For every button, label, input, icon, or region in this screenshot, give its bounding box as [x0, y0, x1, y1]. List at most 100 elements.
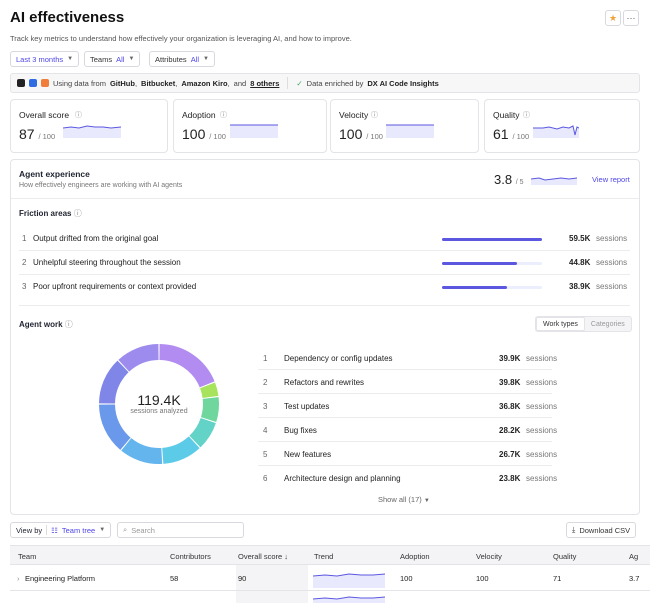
friction-bar: [442, 262, 542, 265]
donut-segments: [99, 344, 219, 464]
divider: [258, 465, 552, 466]
tree-icon: ☷: [51, 525, 58, 535]
sort-desc-icon: ↓: [284, 552, 289, 561]
info-icon: ⓘ: [73, 209, 82, 218]
adoption-sparkline: [230, 124, 278, 138]
agent-work-donut: [99, 344, 219, 464]
quality-sparkline: [533, 125, 579, 138]
trend-sparkline: [313, 573, 385, 588]
bitbucket-icon: [29, 79, 37, 87]
search-icon: ⌕: [123, 525, 128, 534]
divider: [11, 198, 639, 199]
expand-chevron-icon[interactable]: ›: [17, 574, 20, 583]
col-ag[interactable]: Ag: [629, 552, 639, 561]
work-type-row[interactable]: 4 Bug fixes 28.2K sessions: [263, 426, 558, 435]
star-icon: ★: [608, 12, 618, 23]
other-sources-link[interactable]: 8 others: [250, 78, 280, 88]
chevron-down-icon: ▼: [67, 56, 74, 62]
kiro-icon: [41, 79, 49, 87]
donut-segment[interactable]: [189, 417, 216, 448]
more-button[interactable]: ···: [623, 10, 639, 26]
work-type-row[interactable]: 2 Refactors and rewrites 39.8K sessions: [263, 378, 558, 387]
metric-card-velocity[interactable]: Velocity ⓘ 100 / 100: [330, 99, 479, 153]
col-contributors[interactable]: Contributors: [170, 552, 211, 561]
donut-total: 119.4K: [137, 392, 181, 408]
work-type-row[interactable]: 6 Architecture design and planning 23.8K se…: [263, 474, 558, 483]
col-adoption[interactable]: Adoption: [400, 552, 430, 561]
show-all-button[interactable]: Show all (17) ▼: [378, 495, 430, 504]
chevron-down-icon: ▼: [203, 56, 209, 62]
donut-segment[interactable]: [159, 344, 215, 388]
donut-segment[interactable]: [200, 397, 219, 422]
table-header: Team Contributors Overall score ↓ Trend …: [10, 545, 650, 565]
download-icon: ⤓: [572, 525, 576, 534]
divider: [258, 417, 552, 418]
col-overall-score[interactable]: Overall score ↓: [238, 552, 289, 561]
info-icon: ⓘ: [371, 112, 378, 119]
info-icon: ⓘ: [523, 112, 530, 119]
more-icon: ···: [626, 13, 636, 23]
divider: [287, 77, 289, 89]
info-icon: ⓘ: [75, 112, 82, 119]
metric-card-adoption[interactable]: Adoption ⓘ 100 / 100: [173, 99, 327, 153]
friction-bar: [442, 286, 542, 289]
donut-segment[interactable]: [121, 437, 163, 464]
attributes-filter[interactable]: Attributes All ▼: [149, 51, 215, 67]
divider: [19, 250, 630, 251]
friction-row[interactable]: 3 Poor upfront requirements or context pr…: [22, 282, 628, 291]
chevron-down-icon: ▼: [128, 56, 135, 62]
friction-row[interactable]: 2 Unhelpful steering throughout the sessi…: [22, 258, 628, 267]
col-quality[interactable]: Quality: [553, 552, 577, 561]
chevron-down-icon: ▼: [99, 527, 106, 533]
donut-segment[interactable]: [199, 382, 219, 399]
friction-bar: [442, 238, 542, 241]
divider: [258, 393, 552, 394]
page-subtitle: Track key metrics to understand how effe…: [10, 34, 352, 43]
search-input[interactable]: ⌕ Search: [117, 522, 244, 538]
agent-experience-sparkline: [531, 177, 577, 185]
agent-experience-score: 3.8 / 5: [494, 172, 524, 187]
tab-work-types[interactable]: Work types: [536, 317, 585, 331]
agent-experience-title: Agent experience: [19, 169, 90, 179]
view-by-select[interactable]: View by ☷ Team tree ▼: [10, 522, 112, 538]
divider: [19, 274, 630, 275]
chevron-down-icon: ▼: [423, 498, 430, 504]
friction-title: Friction areas ⓘ: [19, 209, 82, 218]
info-icon: ⓘ: [220, 112, 227, 119]
donut-segment[interactable]: [99, 404, 131, 450]
donut-segment[interactable]: [118, 344, 159, 372]
info-icon: ⓘ: [64, 320, 73, 329]
divider: [19, 305, 630, 306]
divider: [258, 369, 552, 370]
sorted-column-shade: [236, 565, 308, 603]
donut-total-label: sessions analyzed: [130, 408, 188, 415]
table-row[interactable]: › Engineering Platform 58 90 100 100 71 …: [10, 565, 650, 591]
page-title: AI effectiveness: [10, 9, 125, 26]
work-type-row[interactable]: 5 New features 26.7K sessions: [263, 450, 558, 459]
col-velocity[interactable]: Velocity: [476, 552, 502, 561]
friction-row[interactable]: 1 Output drifted from the original goal 59…: [22, 234, 628, 243]
tab-categories[interactable]: Categories: [590, 320, 625, 328]
table-row[interactable]: [10, 592, 650, 603]
github-icon: [17, 79, 25, 87]
agent-panel: [10, 159, 640, 515]
date-range-filter[interactable]: Last 3 months ▼: [10, 51, 80, 67]
metric-card-quality[interactable]: Quality ⓘ 61 / 100: [484, 99, 640, 153]
divider: [258, 441, 552, 442]
work-type-row[interactable]: 1 Dependency or config updates 39.9K sessio…: [263, 354, 558, 363]
metric-card-overall[interactable]: Overall score ⓘ 87 / 100: [10, 99, 168, 153]
donut-segment[interactable]: [161, 436, 200, 464]
donut-segment[interactable]: [99, 360, 129, 404]
agent-experience-subtitle: How effectively engineers are working wi…: [19, 182, 183, 189]
work-type-row[interactable]: 3 Test updates 36.8K sessions: [263, 402, 558, 411]
agent-work-tabs: Work types Categories: [535, 316, 632, 332]
velocity-sparkline: [386, 124, 434, 138]
view-report-link[interactable]: View report: [592, 175, 630, 184]
download-csv-button[interactable]: ⤓ Download CSV: [566, 522, 637, 538]
col-trend[interactable]: Trend: [314, 552, 334, 561]
data-sources-strip: Using data from GitHub, Bitbucket, Amazo…: [10, 73, 640, 93]
favorite-button[interactable]: ★: [605, 10, 621, 26]
teams-filter[interactable]: Teams All ▼: [84, 51, 141, 67]
agent-work-title: Agent work ⓘ: [19, 320, 73, 329]
col-team[interactable]: Team: [18, 552, 37, 561]
